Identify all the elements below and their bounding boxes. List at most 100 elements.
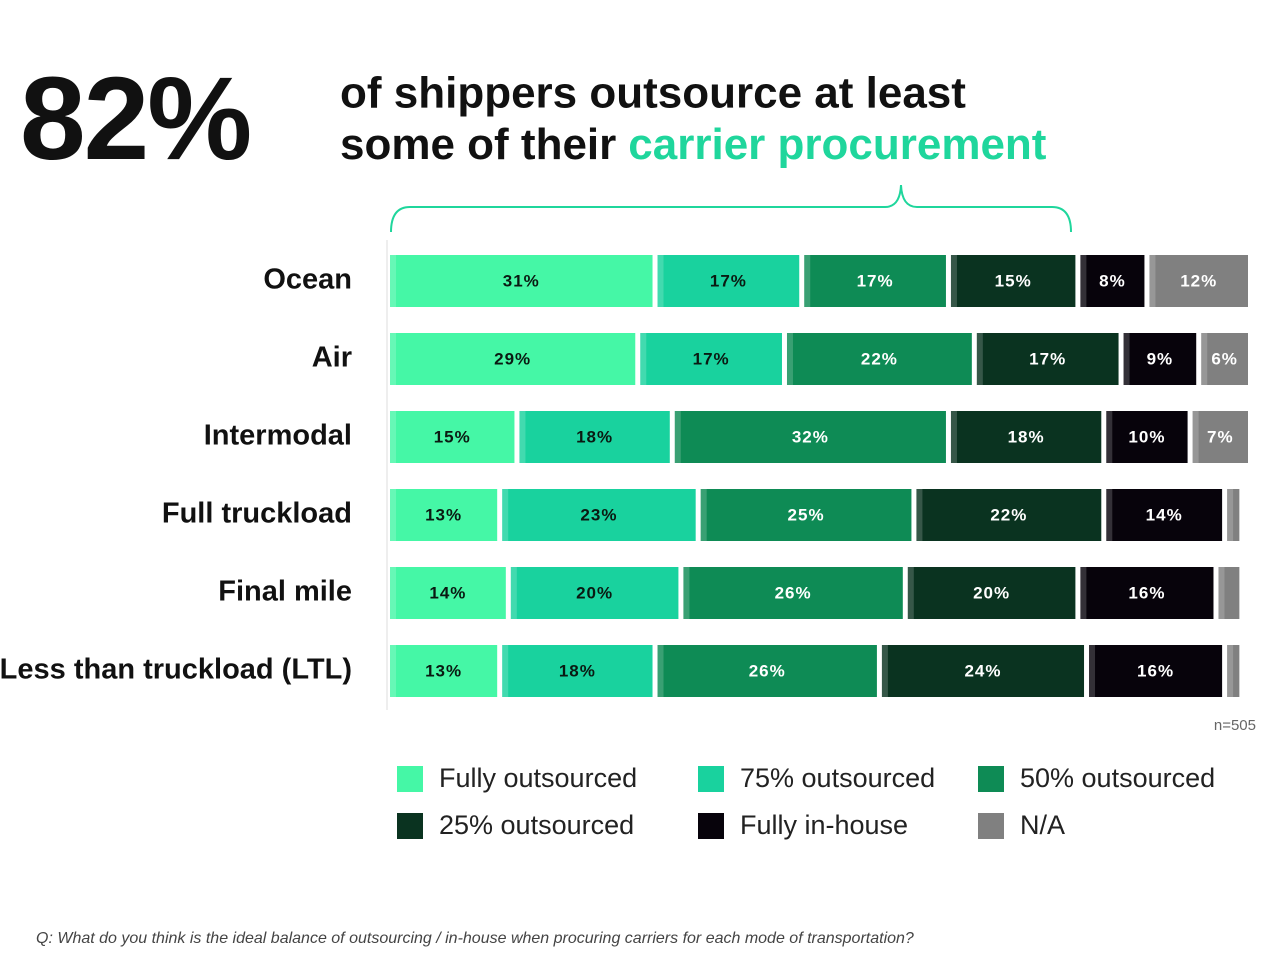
- segment-edge: [640, 333, 647, 385]
- value-label: 20%: [973, 583, 1010, 602]
- value-label: 17%: [857, 271, 894, 290]
- legend-swatch: [978, 766, 1004, 792]
- segment-edge: [976, 333, 983, 385]
- headline-highlight: carrier procurement: [628, 120, 1047, 169]
- value-label: 20%: [576, 583, 613, 602]
- bar-segment: [1192, 411, 1248, 463]
- bar-segment: [1106, 489, 1223, 541]
- headline-line2: some of their carrier procurement: [340, 120, 1047, 169]
- segment-edge: [1201, 333, 1208, 385]
- value-label: 12%: [1180, 271, 1217, 290]
- value-label: 17%: [1029, 349, 1066, 368]
- value-label: 18%: [1008, 427, 1045, 446]
- legend-swatch: [397, 813, 423, 839]
- value-label: 14%: [429, 583, 466, 602]
- bracket: [390, 184, 1072, 233]
- value-label: 7%: [1207, 427, 1234, 446]
- segment-edge: [916, 489, 923, 541]
- bar-segment: [1201, 333, 1248, 385]
- bar-segment: [640, 333, 782, 385]
- value-label: 25%: [788, 505, 825, 524]
- segment-edge: [390, 255, 396, 307]
- value-label: 13%: [425, 505, 462, 524]
- bar-segment: [502, 645, 653, 697]
- footnote: Q: What do you think is the ideal balanc…: [36, 930, 914, 947]
- bar-segment: [1218, 567, 1240, 619]
- headline-stat: 82%: [20, 53, 250, 185]
- bar-segment: [1080, 567, 1214, 619]
- value-label: 15%: [995, 271, 1032, 290]
- value-label: 16%: [1137, 661, 1174, 680]
- bar-segment: [907, 567, 1076, 619]
- bar-segment: [390, 489, 498, 541]
- bar-segment: [390, 255, 653, 307]
- value-label: 29%: [494, 349, 531, 368]
- bar-segment: [657, 255, 800, 307]
- bar-segment: [1089, 645, 1223, 697]
- value-label: 17%: [693, 349, 730, 368]
- value-label: 16%: [1128, 583, 1165, 602]
- bar-segment: [950, 411, 1102, 463]
- bar-segment: [950, 255, 1076, 307]
- legend-label: Fully in-house: [740, 810, 908, 840]
- segment-edge: [881, 645, 888, 697]
- segment-edge: [1123, 333, 1130, 385]
- segment-edge: [1089, 645, 1096, 697]
- legend-label: 75% outsourced: [740, 763, 935, 793]
- bar-segment: [390, 411, 515, 463]
- bar-segment: [1227, 645, 1240, 697]
- segment-edge: [510, 567, 517, 619]
- bar-segment: [1123, 333, 1197, 385]
- value-label: 13%: [425, 661, 462, 680]
- segment-edge: [700, 489, 707, 541]
- headline-line1: of shippers outsource at least: [340, 69, 966, 118]
- value-label: 8%: [1099, 271, 1126, 290]
- segment-edge: [519, 411, 526, 463]
- bar-segment: [519, 411, 670, 463]
- bar-segment: [916, 489, 1102, 541]
- value-label: 9%: [1147, 349, 1174, 368]
- segment-edge: [1080, 567, 1087, 619]
- bar-segment: [700, 489, 912, 541]
- category-label: Less than truckload (LTL): [0, 654, 352, 686]
- segment-edge: [657, 645, 664, 697]
- bar-segment: [657, 645, 877, 697]
- bar-segment: [390, 645, 498, 697]
- legend-swatch: [698, 813, 724, 839]
- bar-segment: [804, 255, 946, 307]
- bar-segment: [683, 567, 903, 619]
- bar-segment: [976, 333, 1119, 385]
- segment-edge: [390, 411, 396, 463]
- bar-segment: [510, 567, 679, 619]
- bar-segment: [786, 333, 972, 385]
- segment-edge: [950, 255, 957, 307]
- segment-edge: [1149, 255, 1156, 307]
- value-label: 23%: [580, 505, 617, 524]
- value-label: 31%: [503, 271, 540, 290]
- value-label: 18%: [576, 427, 613, 446]
- segment-edge: [950, 411, 957, 463]
- value-label: 26%: [749, 661, 786, 680]
- value-label: 6%: [1211, 349, 1238, 368]
- category-label: Air: [312, 342, 352, 374]
- segment-edge: [1080, 255, 1087, 307]
- segment-edge: [1106, 411, 1113, 463]
- legend-swatch: [698, 766, 724, 792]
- value-label: 32%: [792, 427, 829, 446]
- bar-segment: [881, 645, 1085, 697]
- legend-label: 50% outsourced: [1020, 763, 1215, 793]
- segment-edge: [502, 645, 509, 697]
- segment-edge: [1106, 489, 1113, 541]
- category-label: Final mile: [218, 576, 352, 608]
- value-label: 18%: [559, 661, 596, 680]
- segment-edge: [657, 255, 664, 307]
- segment-edge: [390, 567, 396, 619]
- legend-label: Fully outsourced: [439, 763, 637, 793]
- bar-segment: [1106, 411, 1188, 463]
- value-label: 15%: [434, 427, 471, 446]
- legend-swatch: [397, 766, 423, 792]
- bar-segment: [1227, 489, 1240, 541]
- segment-edge: [674, 411, 681, 463]
- value-label: 24%: [964, 661, 1001, 680]
